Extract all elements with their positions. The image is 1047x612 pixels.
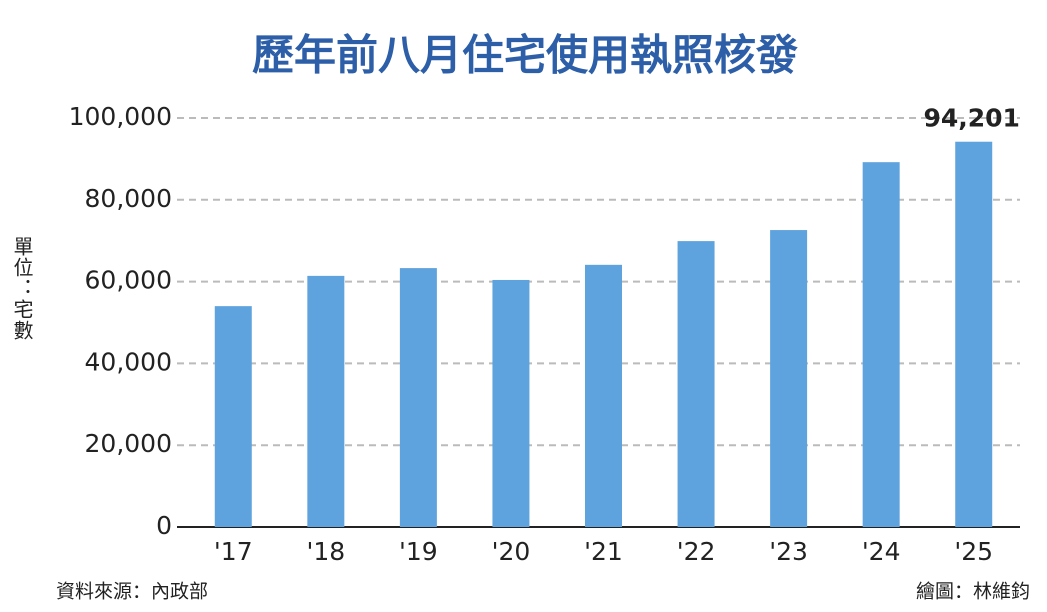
x-tick-label: '18	[306, 537, 345, 566]
y-tick-label: 100,000	[69, 102, 172, 131]
y-tick-label: 20,000	[85, 429, 172, 458]
bar	[585, 264, 622, 527]
chart-title: 歷年前八月住宅使用執照核發	[252, 31, 798, 80]
x-tick-label: '20	[492, 537, 531, 566]
bar	[677, 241, 715, 527]
bar	[955, 141, 993, 528]
y-tick-label: 40,000	[85, 347, 172, 376]
x-tick-label: '17	[214, 537, 253, 566]
x-tick-label: '23	[769, 537, 808, 566]
bar	[307, 275, 345, 527]
y-tick-label: 0	[156, 511, 172, 540]
x-tick-label: '25	[954, 537, 993, 566]
bar	[770, 230, 808, 528]
y-axis-label: 單位：宅數	[10, 236, 34, 341]
bar	[399, 268, 437, 527]
source: 資料來源：內政部	[56, 581, 208, 603]
value-label: 94,201	[923, 104, 1019, 133]
bar	[214, 306, 252, 527]
x-tick-label: '22	[677, 537, 716, 566]
x-tick-label: '21	[584, 537, 623, 566]
bar	[862, 162, 900, 527]
credit: 繪圖：林維鈞	[916, 581, 1030, 603]
x-tick-label: '24	[862, 537, 901, 566]
y-tick-label: 80,000	[85, 184, 172, 213]
bar	[492, 279, 530, 527]
y-tick-label: 60,000	[85, 266, 172, 295]
x-tick-label: '19	[399, 537, 438, 566]
